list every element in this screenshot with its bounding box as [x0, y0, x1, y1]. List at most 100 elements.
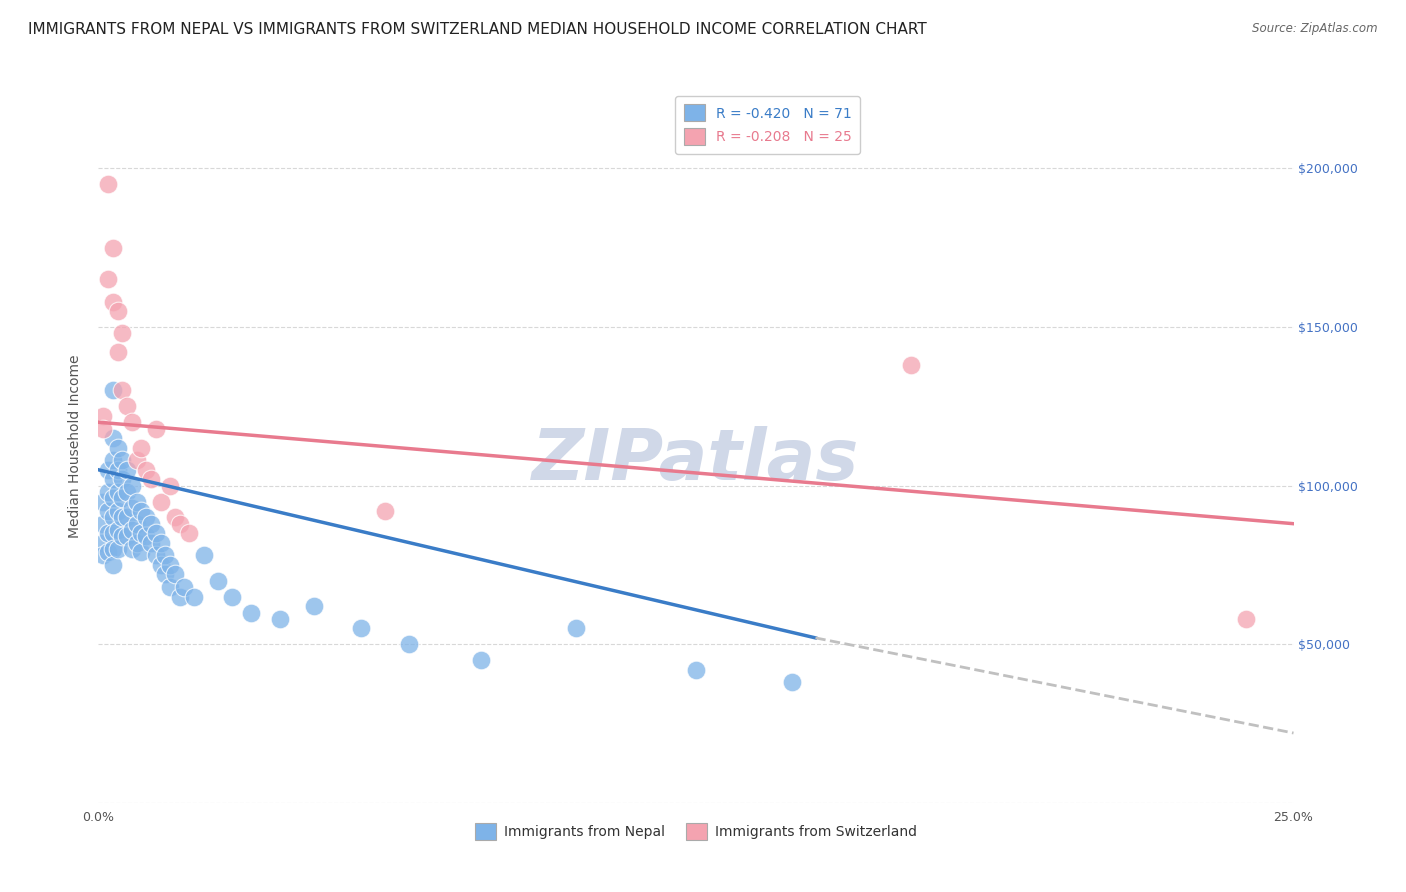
- Y-axis label: Median Household Income: Median Household Income: [69, 354, 83, 538]
- Point: [374, 504, 396, 518]
- Point: [111, 529, 134, 543]
- Point: [101, 431, 124, 445]
- Point: [97, 178, 120, 192]
- Point: [131, 504, 153, 518]
- Point: [155, 549, 177, 563]
- Point: [269, 612, 291, 626]
- Point: [131, 441, 153, 455]
- Point: [145, 549, 167, 563]
- Point: [91, 421, 114, 435]
- Point: [101, 294, 124, 309]
- Point: [179, 526, 201, 541]
- Point: [169, 590, 191, 604]
- Point: [155, 567, 177, 582]
- Point: [139, 516, 162, 531]
- Point: [107, 463, 129, 477]
- Text: Source: ZipAtlas.com: Source: ZipAtlas.com: [1253, 22, 1378, 36]
- Text: IMMIGRANTS FROM NEPAL VS IMMIGRANTS FROM SWITZERLAND MEDIAN HOUSEHOLD INCOME COR: IMMIGRANTS FROM NEPAL VS IMMIGRANTS FROM…: [28, 22, 927, 37]
- Point: [111, 510, 134, 524]
- Point: [125, 535, 148, 549]
- Point: [101, 241, 124, 255]
- Point: [91, 494, 114, 508]
- Point: [685, 663, 707, 677]
- Point: [115, 510, 138, 524]
- Point: [470, 653, 492, 667]
- Point: [1234, 612, 1257, 626]
- Point: [149, 494, 172, 508]
- Point: [107, 485, 129, 500]
- Point: [121, 478, 143, 492]
- Point: [131, 526, 153, 541]
- Point: [193, 549, 215, 563]
- Point: [183, 590, 205, 604]
- Point: [121, 415, 143, 429]
- Point: [900, 358, 922, 372]
- Point: [240, 606, 263, 620]
- Point: [163, 510, 186, 524]
- Point: [97, 463, 120, 477]
- Point: [97, 526, 120, 541]
- Point: [115, 400, 138, 414]
- Point: [121, 523, 143, 537]
- Point: [302, 599, 325, 614]
- Point: [135, 463, 157, 477]
- Point: [97, 504, 120, 518]
- Point: [101, 384, 124, 398]
- Point: [111, 453, 134, 467]
- Point: [111, 326, 134, 341]
- Point: [91, 549, 114, 563]
- Point: [159, 558, 181, 572]
- Point: [145, 526, 167, 541]
- Point: [221, 590, 243, 604]
- Point: [125, 494, 148, 508]
- Point: [145, 421, 167, 435]
- Point: [107, 504, 129, 518]
- Point: [135, 529, 157, 543]
- Point: [97, 545, 120, 559]
- Point: [91, 516, 114, 531]
- Legend: Immigrants from Nepal, Immigrants from Switzerland: Immigrants from Nepal, Immigrants from S…: [470, 818, 922, 846]
- Point: [565, 621, 588, 635]
- Point: [173, 580, 195, 594]
- Point: [115, 485, 138, 500]
- Point: [107, 441, 129, 455]
- Point: [159, 478, 181, 492]
- Point: [101, 558, 124, 572]
- Point: [101, 526, 124, 541]
- Point: [115, 463, 138, 477]
- Point: [135, 510, 157, 524]
- Point: [131, 545, 153, 559]
- Point: [149, 535, 172, 549]
- Point: [101, 472, 124, 486]
- Point: [125, 516, 148, 531]
- Point: [97, 272, 120, 286]
- Point: [91, 535, 114, 549]
- Text: ZIPatlas: ZIPatlas: [533, 425, 859, 495]
- Point: [139, 535, 162, 549]
- Point: [350, 621, 373, 635]
- Point: [107, 304, 129, 318]
- Point: [163, 567, 186, 582]
- Point: [111, 472, 134, 486]
- Point: [780, 675, 803, 690]
- Point: [121, 500, 143, 515]
- Point: [111, 384, 134, 398]
- Point: [398, 637, 420, 651]
- Point: [101, 510, 124, 524]
- Point: [91, 409, 114, 423]
- Point: [169, 516, 191, 531]
- Point: [107, 542, 129, 557]
- Point: [207, 574, 229, 588]
- Point: [159, 580, 181, 594]
- Point: [125, 453, 148, 467]
- Point: [121, 542, 143, 557]
- Point: [107, 345, 129, 359]
- Point: [111, 491, 134, 506]
- Point: [101, 491, 124, 506]
- Point: [101, 542, 124, 557]
- Point: [149, 558, 172, 572]
- Point: [115, 529, 138, 543]
- Point: [107, 523, 129, 537]
- Point: [101, 453, 124, 467]
- Point: [97, 485, 120, 500]
